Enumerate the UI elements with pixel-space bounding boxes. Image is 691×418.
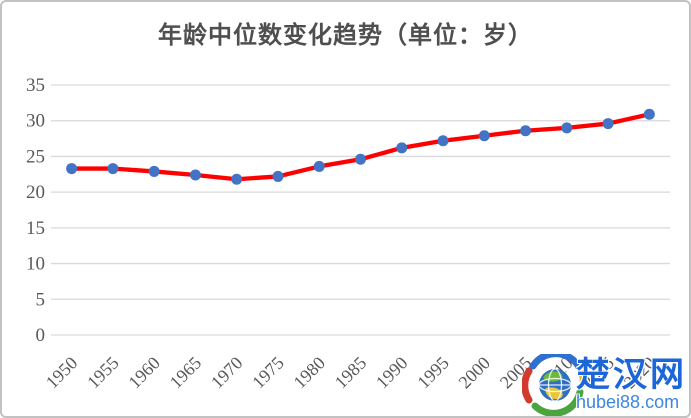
x-tick-label: 2000 bbox=[455, 353, 495, 393]
y-tick-label: 35 bbox=[26, 75, 45, 96]
logo-green-arc bbox=[531, 388, 584, 416]
x-tick-label: 1975 bbox=[248, 353, 288, 393]
data-point bbox=[107, 163, 119, 175]
y-tick-label: 0 bbox=[36, 325, 46, 346]
data-point bbox=[148, 165, 160, 177]
watermark-site-name: 楚汉网 bbox=[576, 356, 687, 395]
y-tick-label: 25 bbox=[26, 146, 45, 167]
logo-yellow-arc bbox=[578, 369, 587, 388]
data-point bbox=[396, 142, 408, 154]
x-tick-label: 1970 bbox=[207, 353, 247, 393]
data-point bbox=[355, 153, 366, 165]
data-point bbox=[561, 122, 573, 134]
data-point bbox=[643, 108, 655, 120]
data-point bbox=[520, 125, 532, 137]
x-tick-label: 1960 bbox=[124, 353, 164, 393]
x-tick-label: 1995 bbox=[413, 353, 453, 393]
y-tick-label: 5 bbox=[36, 289, 46, 310]
data-point bbox=[437, 135, 449, 147]
x-tick-label: 1955 bbox=[83, 353, 123, 393]
watermark-text: 楚汉网 hubei88.com bbox=[576, 358, 687, 412]
y-tick-label: 30 bbox=[26, 111, 45, 132]
y-tick-label: 20 bbox=[26, 182, 45, 203]
data-point bbox=[231, 173, 243, 185]
x-tick-label: 1950 bbox=[42, 353, 82, 393]
y-tick-label: 15 bbox=[26, 218, 45, 239]
data-point bbox=[66, 163, 78, 175]
data-point bbox=[189, 169, 201, 181]
data-point bbox=[602, 118, 614, 130]
chart-title: 年龄中位数变化趋势（单位：岁） bbox=[158, 23, 533, 49]
y-tick-label: 10 bbox=[26, 254, 45, 275]
x-tick-label: 1980 bbox=[289, 353, 329, 393]
data-point bbox=[313, 160, 325, 172]
watermark: 楚汉网 hubei88.com bbox=[522, 354, 687, 416]
logo-red-arc bbox=[522, 367, 533, 404]
x-tick-label: 1985 bbox=[331, 353, 371, 393]
x-tick-label: 1990 bbox=[372, 353, 412, 393]
data-point bbox=[272, 170, 284, 182]
logo-blue-arc bbox=[529, 354, 583, 371]
data-point bbox=[478, 130, 490, 142]
watermark-site-url: hubei88.com bbox=[576, 391, 680, 412]
x-tick-label: 1965 bbox=[166, 353, 206, 393]
globe-logo-icon bbox=[522, 354, 587, 416]
